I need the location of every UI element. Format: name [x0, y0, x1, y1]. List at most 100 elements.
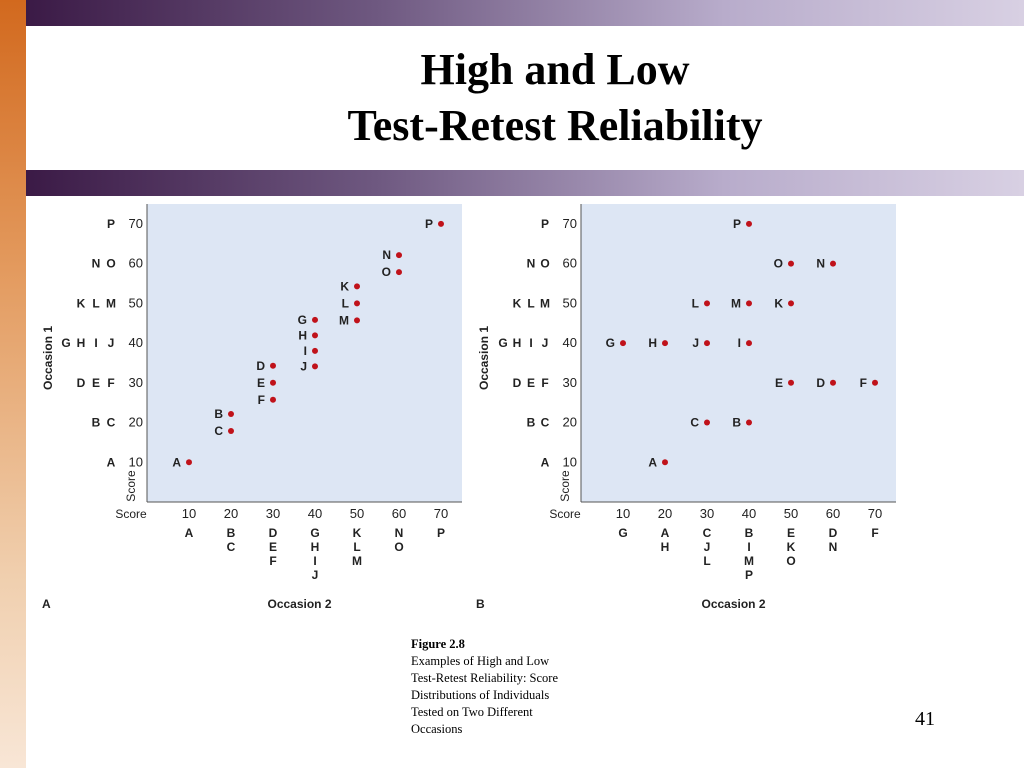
x-group-letter: A — [185, 526, 194, 540]
y-group-letter: P — [541, 217, 549, 231]
data-point — [228, 428, 234, 435]
y-tick-label: 50 — [563, 295, 577, 310]
data-point — [662, 459, 668, 466]
y-tick-label: 60 — [129, 256, 143, 271]
y-group-letter: L — [527, 296, 534, 310]
point-label: F — [860, 376, 867, 390]
x-tick-label: 70 — [434, 506, 448, 521]
point-label: L — [342, 296, 349, 310]
x-group-letter: G — [618, 526, 627, 540]
point-label: A — [648, 455, 657, 469]
data-point — [788, 379, 794, 386]
y-group-letter: H — [513, 336, 522, 350]
y-tick-label: 30 — [129, 375, 143, 390]
point-label: N — [816, 257, 825, 271]
y-group-letter: G — [498, 336, 507, 350]
point-label: N — [382, 248, 391, 262]
data-point — [354, 283, 360, 290]
y-group-letter: G — [61, 336, 70, 350]
x-tick-label: 70 — [868, 506, 882, 521]
y-group-letter: F — [541, 376, 548, 390]
y-group-letter: B — [527, 416, 536, 430]
x-group-letter: E — [269, 540, 277, 554]
y-group-letter: B — [92, 416, 101, 430]
data-point — [704, 419, 710, 426]
y-tick-label: 40 — [129, 335, 143, 350]
x-axis-title: Occasion 2 — [701, 597, 765, 611]
data-point — [704, 340, 710, 347]
title-divider-band — [26, 170, 1024, 196]
point-label: P — [733, 217, 741, 231]
point-label: A — [172, 455, 181, 469]
point-label: E — [257, 376, 265, 390]
y-group-letter: E — [527, 376, 535, 390]
x-group-letter: N — [395, 526, 404, 540]
y-group-letter: C — [541, 416, 550, 430]
y-group-letter: J — [542, 336, 549, 350]
caption-line: Occasions — [411, 722, 463, 736]
point-label: P — [425, 217, 433, 231]
point-label: F — [258, 393, 265, 407]
left-accent-bar — [0, 0, 26, 768]
plot-area — [581, 204, 896, 502]
figure-label: Figure 2.8 — [411, 637, 465, 651]
data-point — [788, 260, 794, 267]
y-group-letter: K — [77, 296, 86, 310]
x-group-letter: C — [703, 526, 712, 540]
y-tick-label: 10 — [129, 454, 143, 469]
score-label-x: Score — [549, 507, 581, 521]
data-point — [746, 419, 752, 426]
x-tick-label: 10 — [616, 506, 630, 521]
data-point — [228, 411, 234, 418]
x-tick-label: 50 — [784, 506, 798, 521]
y-axis-title: Occasion 1 — [477, 326, 491, 390]
y-tick-label: 20 — [129, 415, 143, 430]
x-group-letter: N — [829, 540, 838, 554]
x-group-letter: M — [744, 554, 754, 568]
y-group-letter: E — [92, 376, 100, 390]
data-point — [312, 347, 318, 354]
caption-line: Distributions of Individuals — [411, 688, 550, 702]
point-label: D — [816, 376, 825, 390]
y-group-letter: O — [106, 257, 115, 271]
y-group-letter: L — [92, 296, 99, 310]
x-group-letter: D — [269, 526, 278, 540]
x-group-letter: G — [310, 526, 319, 540]
y-group-letter: F — [107, 376, 114, 390]
slide-title-line-2: Test-Retest Reliability — [347, 101, 763, 150]
y-group-letter: H — [77, 336, 86, 350]
x-group-letter: E — [787, 526, 795, 540]
x-tick-label: 40 — [308, 506, 322, 521]
x-tick-label: 20 — [224, 506, 238, 521]
data-point — [830, 379, 836, 386]
point-label: H — [648, 336, 657, 350]
data-point — [872, 379, 878, 386]
x-tick-label: 50 — [350, 506, 364, 521]
point-label: G — [298, 313, 307, 327]
caption-line: Tested on Two Different — [411, 705, 533, 719]
data-point — [830, 260, 836, 267]
data-point — [312, 363, 318, 370]
point-label: K — [774, 296, 783, 310]
y-group-letter: A — [541, 455, 550, 469]
point-label: J — [692, 336, 699, 350]
point-label: C — [690, 416, 699, 430]
y-tick-label: 70 — [129, 216, 143, 231]
y-group-letter: N — [92, 257, 101, 271]
y-group-letter: M — [106, 296, 116, 310]
data-point — [186, 459, 192, 466]
y-group-letter: P — [107, 217, 115, 231]
y-tick-label: 60 — [563, 256, 577, 271]
y-tick-label: 40 — [563, 335, 577, 350]
panel-label: A — [42, 597, 51, 611]
y-group-letter: K — [513, 296, 522, 310]
x-tick-label: 20 — [658, 506, 672, 521]
x-group-letter: D — [829, 526, 838, 540]
x-tick-label: 60 — [826, 506, 840, 521]
y-group-letter: I — [94, 336, 97, 350]
data-point — [788, 300, 794, 307]
panel-label: B — [476, 597, 485, 611]
page-number: 41 — [915, 708, 935, 730]
x-group-letter: B — [745, 526, 754, 540]
